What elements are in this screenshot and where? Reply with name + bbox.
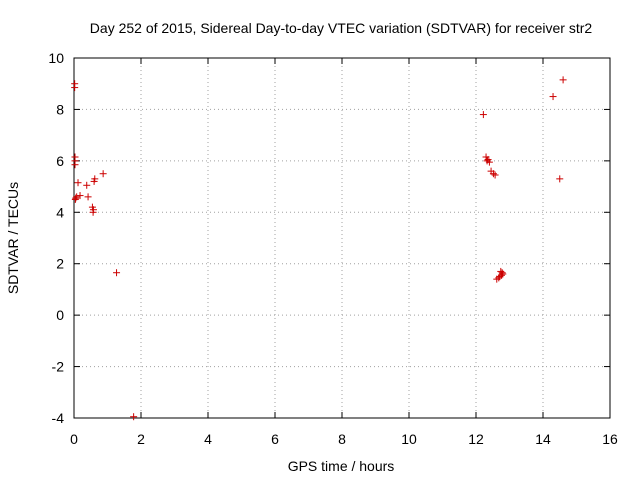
y-tick-label: 4 <box>56 204 64 220</box>
data-point <box>91 175 99 183</box>
x-tick-label: 8 <box>338 431 346 447</box>
data-point <box>73 193 81 201</box>
y-tick-label: 2 <box>56 256 64 272</box>
x-tick-label: 10 <box>401 431 417 447</box>
data-point <box>71 84 79 92</box>
y-tick-labels: -4 -2 0 2 4 6 8 10 <box>48 50 64 426</box>
x-tick-label: 16 <box>602 431 618 447</box>
data-point <box>83 181 91 189</box>
data-points <box>71 76 567 421</box>
x-tick-label: 0 <box>70 431 78 447</box>
data-point <box>71 161 79 169</box>
y-tick-label: 0 <box>56 307 64 323</box>
data-point <box>130 413 138 421</box>
data-point <box>491 171 499 179</box>
data-point <box>498 269 506 277</box>
data-point <box>113 269 121 277</box>
chart-title: Day 252 of 2015, Sidereal Day-to-day VTE… <box>90 20 593 36</box>
data-point <box>74 179 82 187</box>
data-point <box>489 170 497 178</box>
y-tick-label: 10 <box>48 50 64 66</box>
x-tick-labels: 0 2 4 6 8 10 12 14 16 <box>70 431 618 447</box>
y-tick-label: 6 <box>56 153 64 169</box>
data-point <box>479 111 487 119</box>
x-tick-label: 2 <box>137 431 145 447</box>
data-point <box>549 93 557 101</box>
data-point <box>485 158 493 166</box>
data-point <box>76 192 84 200</box>
data-point <box>559 76 567 84</box>
y-tick-label: 8 <box>56 101 64 117</box>
y-tick-label: -2 <box>52 359 65 375</box>
data-point <box>556 175 564 183</box>
data-point <box>84 193 92 201</box>
x-axis-title: GPS time / hours <box>288 458 395 474</box>
y-tick-label: -4 <box>52 410 65 426</box>
x-tick-label: 14 <box>535 431 551 447</box>
data-point <box>89 206 97 214</box>
y-axis-title: SDTVAR / TECUs <box>5 182 21 294</box>
data-point <box>499 270 507 278</box>
x-tick-label: 12 <box>468 431 484 447</box>
x-tick-label: 6 <box>271 431 279 447</box>
grid-lines <box>74 58 610 418</box>
x-tick-label: 4 <box>204 431 212 447</box>
data-point <box>99 170 107 178</box>
data-point <box>72 194 80 202</box>
